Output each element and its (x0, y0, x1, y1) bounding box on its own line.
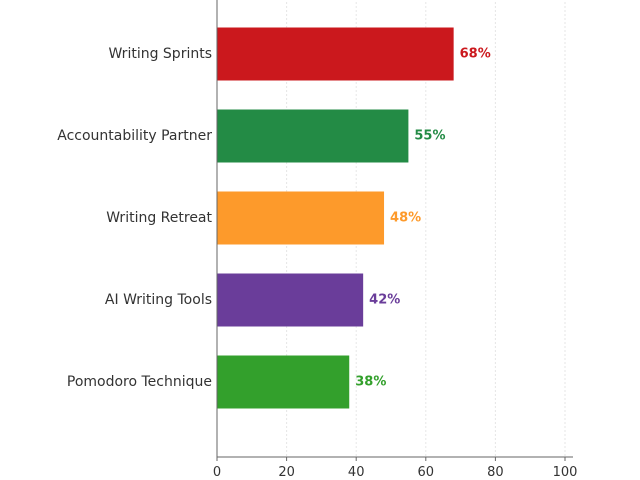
bars (217, 27, 454, 409)
value-label: 55% (414, 129, 445, 144)
bar (217, 109, 409, 163)
bar (217, 273, 364, 327)
category-labels: Daily Writing RoutineWriting SprintsAcco… (57, 46, 212, 390)
x-tick-label: 40 (348, 465, 365, 480)
value-label: 38% (355, 375, 386, 390)
category-label: Accountability Partner (57, 128, 212, 144)
x-tick-label: 100 (553, 465, 578, 480)
category-label: Writing Retreat (106, 210, 212, 226)
x-axis: 0 20 40 60 80 100 (213, 0, 578, 480)
x-tick-label: 60 (418, 465, 435, 480)
value-label: 68% (460, 47, 491, 62)
value-label: 42% (369, 293, 400, 308)
x-tick-label: 20 (278, 465, 295, 480)
category-label: AI Writing Tools (105, 292, 212, 308)
category-label: Writing Sprints (108, 46, 212, 62)
x-tick-label: 80 (487, 465, 504, 480)
bar (217, 27, 454, 81)
x-tick-label: 0 (213, 465, 221, 480)
category-label: Pomodoro Technique (67, 374, 212, 390)
bar (217, 355, 350, 409)
value-labels: 82%68%55%48%42%38% (355, 47, 491, 390)
bar (217, 191, 385, 245)
value-label: 48% (390, 211, 421, 226)
